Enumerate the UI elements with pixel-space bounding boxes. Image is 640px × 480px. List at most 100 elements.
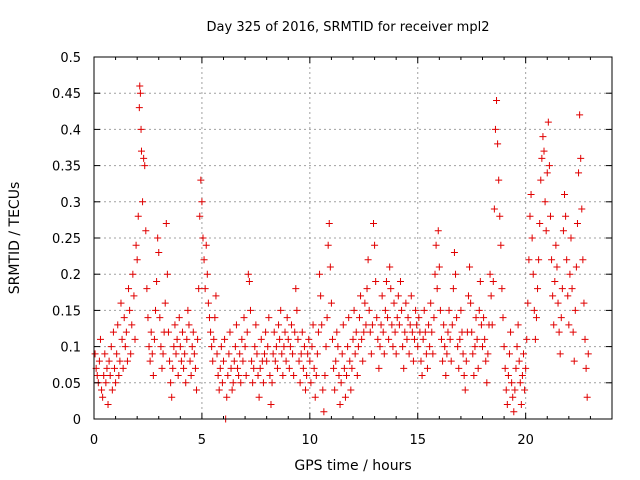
data-point bbox=[572, 263, 580, 271]
x-tick-label: 0 bbox=[90, 433, 98, 448]
data-point bbox=[157, 343, 165, 351]
data-point bbox=[555, 328, 563, 336]
data-point bbox=[220, 357, 227, 365]
data-point bbox=[584, 350, 592, 358]
data-points bbox=[91, 82, 592, 423]
data-point bbox=[231, 343, 239, 351]
data-point bbox=[563, 256, 571, 264]
data-point bbox=[394, 292, 402, 300]
data-point bbox=[275, 321, 283, 329]
data-point bbox=[134, 212, 142, 220]
data-point bbox=[401, 328, 409, 336]
data-point bbox=[464, 292, 472, 300]
data-point bbox=[487, 292, 495, 300]
data-point bbox=[313, 350, 321, 358]
data-point bbox=[173, 335, 181, 343]
y-tick-label: 0.15 bbox=[52, 304, 81, 319]
data-point bbox=[294, 335, 302, 343]
data-point bbox=[238, 335, 246, 343]
data-point bbox=[583, 393, 591, 401]
data-point bbox=[248, 357, 256, 365]
data-point bbox=[129, 270, 137, 278]
data-point bbox=[443, 350, 451, 358]
data-point bbox=[447, 357, 455, 365]
data-point bbox=[556, 350, 564, 358]
data-point bbox=[253, 350, 261, 358]
data-point bbox=[244, 270, 252, 278]
data-point bbox=[217, 343, 225, 351]
data-point bbox=[321, 372, 329, 380]
data-point bbox=[298, 328, 306, 336]
data-point bbox=[277, 306, 285, 314]
data-point bbox=[115, 372, 123, 380]
data-point bbox=[402, 299, 410, 307]
data-point bbox=[404, 314, 412, 322]
data-point bbox=[259, 379, 267, 387]
data-point bbox=[581, 335, 589, 343]
data-point bbox=[367, 350, 375, 358]
data-point bbox=[98, 386, 106, 394]
data-point bbox=[538, 154, 546, 162]
data-point bbox=[522, 364, 530, 372]
data-point bbox=[197, 176, 205, 184]
data-point bbox=[335, 372, 343, 380]
data-point bbox=[299, 364, 307, 372]
data-point bbox=[444, 328, 452, 336]
data-point bbox=[114, 321, 122, 329]
grid bbox=[94, 57, 612, 419]
data-point bbox=[374, 335, 382, 343]
data-point bbox=[207, 328, 215, 336]
data-point bbox=[559, 227, 567, 235]
data-point bbox=[287, 321, 295, 329]
data-point bbox=[423, 364, 431, 372]
data-point bbox=[199, 234, 207, 242]
data-point bbox=[283, 314, 291, 322]
data-point bbox=[323, 314, 331, 322]
data-point bbox=[510, 408, 518, 416]
data-point bbox=[331, 386, 339, 394]
data-point bbox=[571, 306, 579, 314]
data-point bbox=[536, 220, 544, 228]
data-point bbox=[291, 328, 299, 336]
data-point bbox=[475, 306, 483, 314]
data-point bbox=[521, 386, 529, 394]
data-point bbox=[148, 350, 156, 358]
data-point bbox=[272, 343, 280, 351]
data-point bbox=[418, 372, 426, 380]
data-point bbox=[477, 321, 485, 329]
data-point bbox=[196, 212, 204, 220]
data-point bbox=[518, 372, 526, 380]
data-point bbox=[262, 328, 270, 336]
data-point bbox=[490, 205, 498, 213]
data-point bbox=[300, 343, 308, 351]
data-point bbox=[567, 234, 575, 242]
data-point bbox=[373, 314, 381, 322]
data-point bbox=[577, 154, 585, 162]
data-point bbox=[237, 379, 245, 387]
data-point bbox=[311, 393, 319, 401]
x-tick-label: 10 bbox=[302, 433, 319, 448]
data-point bbox=[305, 335, 313, 343]
data-point bbox=[468, 328, 476, 336]
data-point bbox=[457, 306, 465, 314]
data-point bbox=[190, 350, 198, 358]
data-point bbox=[268, 379, 276, 387]
data-point bbox=[540, 147, 548, 155]
data-point bbox=[344, 343, 352, 351]
data-point bbox=[304, 350, 312, 358]
data-point bbox=[153, 277, 161, 285]
data-point bbox=[143, 285, 151, 293]
data-point bbox=[427, 299, 435, 307]
data-point bbox=[442, 372, 450, 380]
data-point bbox=[354, 343, 362, 351]
data-point bbox=[454, 343, 462, 351]
data-point bbox=[514, 321, 522, 329]
data-point bbox=[566, 270, 574, 278]
data-point bbox=[381, 306, 389, 314]
y-tick-label: 0.25 bbox=[52, 232, 81, 247]
data-point bbox=[580, 299, 588, 307]
data-point bbox=[191, 364, 199, 372]
data-point bbox=[310, 364, 318, 372]
data-point bbox=[375, 364, 383, 372]
data-point bbox=[446, 335, 454, 343]
